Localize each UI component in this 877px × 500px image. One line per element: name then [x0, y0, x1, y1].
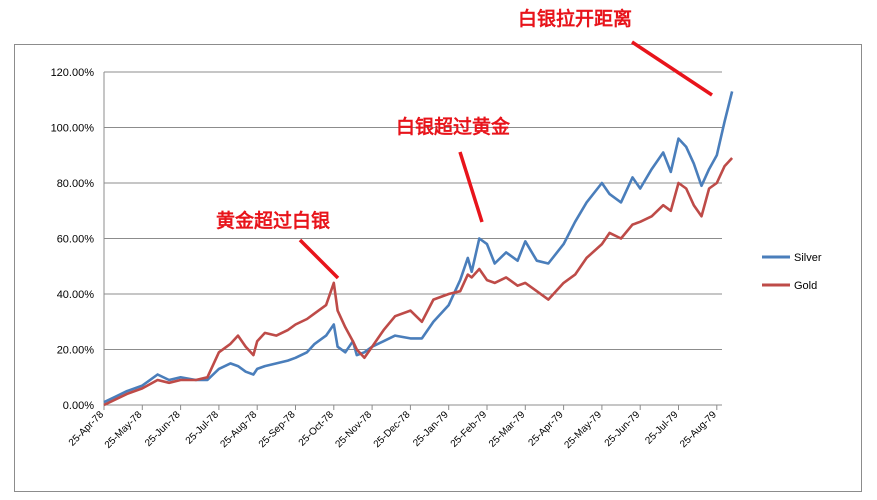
x-tick-label: 25-Aug-78	[219, 409, 260, 450]
series-group	[103, 91, 734, 407]
x-tick-label: 25-Nov-78	[333, 409, 374, 450]
x-tick-label: 25-Jun-79	[603, 409, 643, 449]
y-axis: 0.00% 20.00% 40.00% 60.00% 80.00% 100.00% 120.…	[51, 67, 105, 412]
x-tick-label: 25-Oct-78	[297, 409, 337, 449]
x-tick-label: 25-Jul-78	[184, 409, 222, 447]
x-tick-label: 25-Apr-78	[67, 409, 107, 449]
x-tick-label: 25-Mar-79	[487, 409, 528, 450]
x-tick-label: 25-Aug-79	[678, 409, 719, 450]
annotation-gold-passes-silver: 黄金超过白银	[216, 209, 340, 280]
y-tick-label: 80.00%	[57, 178, 95, 190]
x-tick-label: 25-Jun-78	[143, 409, 183, 449]
y-tick-label: 100.00%	[51, 123, 95, 135]
annotation-arrow-silver-passes-gold	[458, 151, 484, 223]
annotation-silver-widens: 白银拉开距离	[518, 7, 713, 97]
series-line-gold	[103, 157, 734, 407]
y-tick-label: 20.00%	[57, 345, 95, 357]
x-tick-label: 25-May-79	[562, 409, 604, 451]
x-tick-label: 25-Jan-79	[411, 409, 451, 449]
chart-frame	[14, 44, 862, 492]
annotation-text-silver-widens: 白银拉开距离	[518, 7, 632, 30]
y-tick-label: 40.00%	[57, 289, 95, 301]
x-tick-label: 25-May-78	[103, 409, 145, 451]
annotation-text-gold-passes-silver: 黄金超过白银	[216, 209, 331, 232]
y-tick-label: 60.00%	[57, 234, 95, 246]
y-tick-label: 0.00%	[63, 400, 94, 412]
legend: Silver Gold	[762, 252, 822, 292]
x-tick-label: 25-Sep-78	[257, 409, 298, 450]
x-tick-label: 25-Jul-79	[643, 409, 681, 447]
x-tick-label: 25-Dec-78	[372, 409, 413, 450]
annotation-text-silver-passes-gold: 白银超过黄金	[396, 115, 511, 138]
legend-label-silver: Silver	[794, 252, 822, 264]
series-line-silver	[103, 91, 734, 404]
y-tick-label: 120.00%	[51, 67, 95, 79]
legend-label-gold: Gold	[794, 280, 817, 292]
annotation-arrow-silver-widens	[631, 40, 713, 97]
x-tick-label: 25-Apr-79	[526, 409, 566, 449]
gridlines	[104, 71, 722, 350]
annotation-arrow-gold-passes-silver	[298, 238, 340, 280]
x-tick-label: 25-Feb-79	[449, 409, 490, 450]
annotation-silver-passes-gold: 白银超过黄金	[396, 115, 511, 223]
